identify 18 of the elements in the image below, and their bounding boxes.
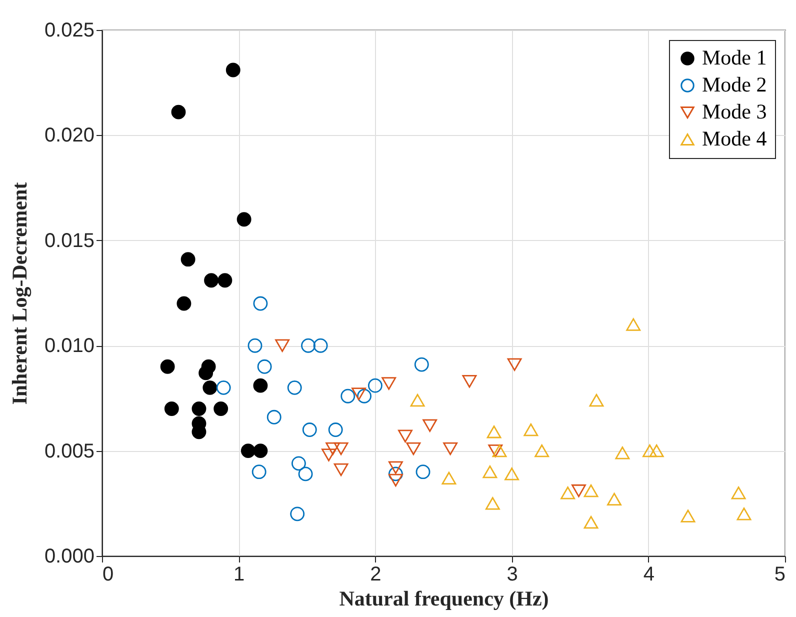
x-tick-label: 1 (234, 564, 245, 586)
y-tick-label: 0.015 (44, 230, 94, 252)
legend-label: Mode 2 (702, 72, 767, 96)
x-axis-title: Natural frequency (Hz) (339, 586, 549, 610)
x-tick-label: 0 (102, 564, 114, 586)
y-axis-title: Inherent Log-Decrement (7, 182, 32, 405)
x-tick-label: 2 (370, 564, 382, 586)
y-tick-label: 0.010 (44, 335, 94, 358)
y-tick-label: 0.000 (44, 546, 94, 568)
y-tick-label: 0.020 (44, 124, 94, 147)
legend-label: Mode 4 (702, 126, 768, 150)
y-tick-label: 0.025 (44, 20, 94, 42)
y-tick-label: 0.005 (44, 440, 94, 462)
legend-label: Mode 1 (702, 46, 767, 70)
legend-label: Mode 3 (702, 100, 767, 124)
x-tick-label: 4 (643, 564, 654, 586)
x-tick-label: 5 (774, 564, 786, 586)
x-tick-label: 3 (506, 564, 518, 586)
